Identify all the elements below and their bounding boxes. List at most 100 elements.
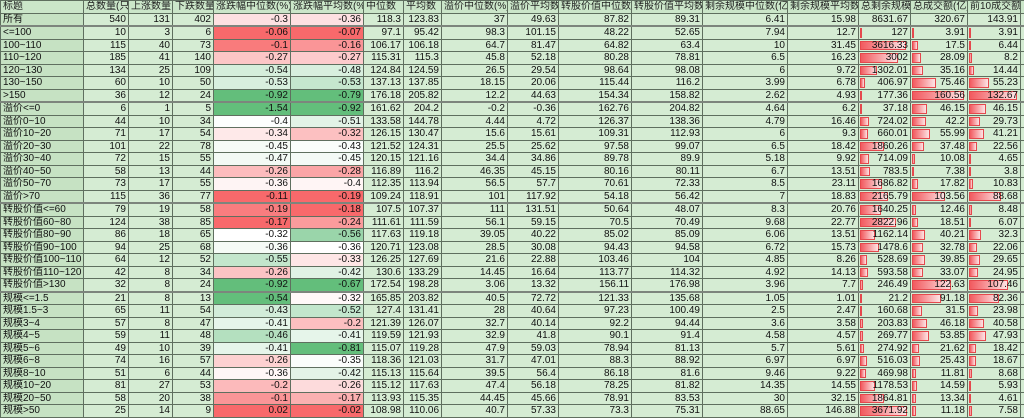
data-cell[interactable]: -0.19 xyxy=(214,203,291,216)
data-cell[interactable]: -0.2 xyxy=(291,317,364,330)
data-cell[interactable]: 32.78 xyxy=(911,241,968,254)
data-cell[interactable]: -0.26 xyxy=(291,380,364,393)
data-cell[interactable]: 52 xyxy=(173,254,214,267)
empty-cell[interactable] xyxy=(1021,39,1024,52)
data-cell[interactable]: 528.69 xyxy=(859,254,911,267)
data-cell[interactable]: 3 xyxy=(129,26,173,39)
data-cell[interactable]: 1162.14 xyxy=(859,229,911,242)
data-cell[interactable]: -0.19 xyxy=(291,190,364,203)
data-cell[interactable]: 89.9 xyxy=(632,153,703,166)
data-cell[interactable]: 5.61 xyxy=(788,342,859,355)
row-title-cell[interactable]: 规模8~10 xyxy=(1,367,84,380)
data-cell[interactable]: -0.81 xyxy=(291,342,364,355)
data-cell[interactable]: 122.63 xyxy=(911,279,968,292)
data-cell[interactable]: -0.36 xyxy=(291,13,364,26)
column-header[interactable]: 剩余规模平均数 xyxy=(788,1,859,14)
data-cell[interactable]: -0.3 xyxy=(214,13,291,26)
row-title-cell[interactable]: 规模<=1.5 xyxy=(1,292,84,305)
empty-cell[interactable] xyxy=(1021,89,1024,102)
data-cell[interactable]: 6 xyxy=(129,367,173,380)
data-cell[interactable]: -0.43 xyxy=(214,305,291,318)
column-header[interactable]: 涨跌幅平均数(%) xyxy=(291,1,364,14)
column-header[interactable]: 平均数 xyxy=(404,1,442,14)
data-cell[interactable]: 172.54 xyxy=(364,279,404,292)
row-title-cell[interactable]: 溢价50~70 xyxy=(1,178,84,191)
empty-cell[interactable] xyxy=(1021,165,1024,178)
data-cell[interactable]: 81 xyxy=(84,380,129,393)
data-cell[interactable]: 406.97 xyxy=(859,77,911,90)
data-cell[interactable]: 9.46 xyxy=(703,367,788,380)
row-title-cell[interactable]: 转股价值110~120 xyxy=(1,266,84,279)
data-cell[interactable]: -0.17 xyxy=(291,392,364,405)
data-cell[interactable]: 3002 xyxy=(859,52,911,65)
data-cell[interactable]: 121.03 xyxy=(404,355,442,368)
data-cell[interactable]: 4.93 xyxy=(788,89,859,102)
data-cell[interactable]: 3.91 xyxy=(911,26,968,39)
data-cell[interactable]: 86 xyxy=(84,229,129,242)
data-cell[interactable]: 138.36 xyxy=(632,115,703,128)
data-cell[interactable]: 124.31 xyxy=(404,140,442,153)
data-cell[interactable]: 25.5 xyxy=(442,140,508,153)
data-cell[interactable]: 113.77 xyxy=(559,266,632,279)
data-cell[interactable]: -0.52 xyxy=(291,305,364,318)
data-cell[interactable]: 133.29 xyxy=(404,266,442,279)
data-cell[interactable]: 47.01 xyxy=(508,355,559,368)
data-cell[interactable]: 11 xyxy=(129,305,173,318)
data-cell[interactable]: 8 xyxy=(129,279,173,292)
data-cell[interactable]: 58 xyxy=(173,203,214,216)
data-cell[interactable]: 14.13 xyxy=(788,266,859,279)
empty-cell[interactable] xyxy=(1021,279,1024,292)
data-cell[interactable]: -0.4 xyxy=(214,115,291,128)
data-cell[interactable]: 68 xyxy=(173,241,214,254)
empty-cell[interactable] xyxy=(1021,405,1024,418)
data-cell[interactable]: 34.86 xyxy=(508,153,559,166)
data-cell[interactable]: 45.8 xyxy=(442,52,508,65)
data-cell[interactable]: 103.56 xyxy=(911,190,968,203)
data-cell[interactable]: -0.48 xyxy=(291,64,364,77)
data-cell[interactable]: 660.01 xyxy=(859,128,911,141)
data-cell[interactable]: 39 xyxy=(173,342,214,355)
data-cell[interactable]: 60 xyxy=(84,77,129,90)
data-cell[interactable]: 185 xyxy=(84,52,129,65)
data-cell[interactable]: 469.98 xyxy=(859,367,911,380)
data-cell[interactable]: 8.5 xyxy=(703,178,788,191)
data-cell[interactable]: 9.3 xyxy=(788,128,859,141)
data-cell[interactable]: 78.81 xyxy=(632,52,703,65)
data-cell[interactable]: 131.41 xyxy=(404,305,442,318)
data-cell[interactable]: 48 xyxy=(173,330,214,343)
data-cell[interactable]: 21.2 xyxy=(859,292,911,305)
data-cell[interactable]: 22.88 xyxy=(508,254,559,267)
data-cell[interactable]: 115 xyxy=(84,190,129,203)
empty-cell[interactable] xyxy=(1021,367,1024,380)
data-cell[interactable]: 2165.79 xyxy=(859,190,911,203)
data-cell[interactable]: 85 xyxy=(173,216,214,229)
data-cell[interactable]: 116.2 xyxy=(632,77,703,90)
row-title-cell[interactable]: >150 xyxy=(1,89,84,102)
data-cell[interactable]: 9.92 xyxy=(788,153,859,166)
row-title-cell[interactable]: 规模>50 xyxy=(1,405,84,418)
data-cell[interactable]: 2.47 xyxy=(788,305,859,318)
data-cell[interactable]: 75.46 xyxy=(911,77,968,90)
data-cell[interactable]: 45.15 xyxy=(508,165,559,178)
data-cell[interactable]: 20.76 xyxy=(788,203,859,216)
data-cell[interactable]: 91.18 xyxy=(911,292,968,305)
data-cell[interactable]: 65 xyxy=(173,229,214,242)
data-cell[interactable]: 52.18 xyxy=(508,52,559,65)
data-cell[interactable]: 72 xyxy=(84,153,129,166)
data-cell[interactable]: 165.85 xyxy=(364,292,404,305)
data-cell[interactable]: 24.95 xyxy=(968,266,1021,279)
data-cell[interactable]: 124.84 xyxy=(364,64,404,77)
data-cell[interactable]: 7 xyxy=(703,190,788,203)
data-cell[interactable]: 126.07 xyxy=(404,317,442,330)
data-cell[interactable]: 205.82 xyxy=(404,89,442,102)
data-cell[interactable]: -0.54 xyxy=(214,292,291,305)
row-title-cell[interactable]: 120~130 xyxy=(1,64,84,77)
data-cell[interactable]: 94 xyxy=(84,241,129,254)
